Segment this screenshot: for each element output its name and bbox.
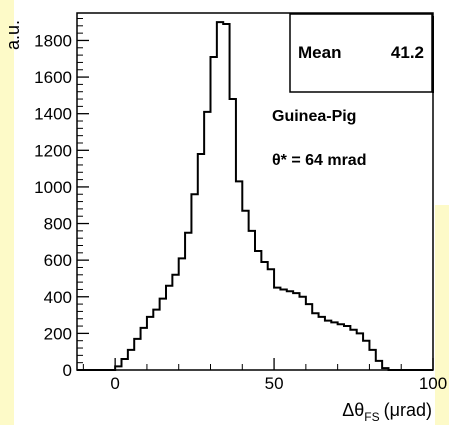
plot-area-frame	[76, 12, 434, 371]
stats-value: 41.2	[391, 43, 424, 62]
right-background-strip	[435, 205, 449, 425]
y-tick-label: 1200	[34, 141, 72, 160]
y-axis-title: a.u.	[3, 20, 23, 50]
y-tick-label: 200	[44, 324, 72, 343]
x-axis-title-subscript: FS	[364, 410, 379, 424]
y-tick-label: 400	[44, 288, 72, 307]
y-tick-label: 1800	[34, 31, 72, 50]
stats-box	[289, 13, 433, 93]
x-tick-label: 0	[110, 374, 119, 393]
histogram-line	[77, 21, 433, 371]
x-axis-title-symbol: Δθ	[342, 400, 364, 420]
y-tick-label: 1600	[34, 68, 72, 87]
annotation-crossing-angle: θ* = 64 mrad	[272, 152, 366, 169]
y-tick-label: 800	[44, 215, 72, 234]
y-tick-label: 1000	[34, 178, 72, 197]
x-axis-title: ΔθFS (μrad)	[342, 400, 432, 424]
x-tick-label: 100	[419, 374, 447, 393]
y-tick-label: 600	[44, 251, 72, 270]
y-tick-label: 0	[63, 361, 72, 380]
stats-label: Mean	[298, 43, 341, 62]
y-tick-label: 1400	[34, 105, 72, 124]
y-axis-ticks: 0 200 400 600 800 1000 1200 1400 1600 1800	[34, 17, 89, 380]
x-tick-label: 50	[265, 374, 284, 393]
x-axis-title-unit: (μrad)	[384, 400, 432, 420]
x-axis-ticks: 0 50 100	[82, 358, 447, 393]
left-background-strip	[0, 0, 14, 425]
annotation-generator: Guinea-Pig	[272, 108, 356, 125]
